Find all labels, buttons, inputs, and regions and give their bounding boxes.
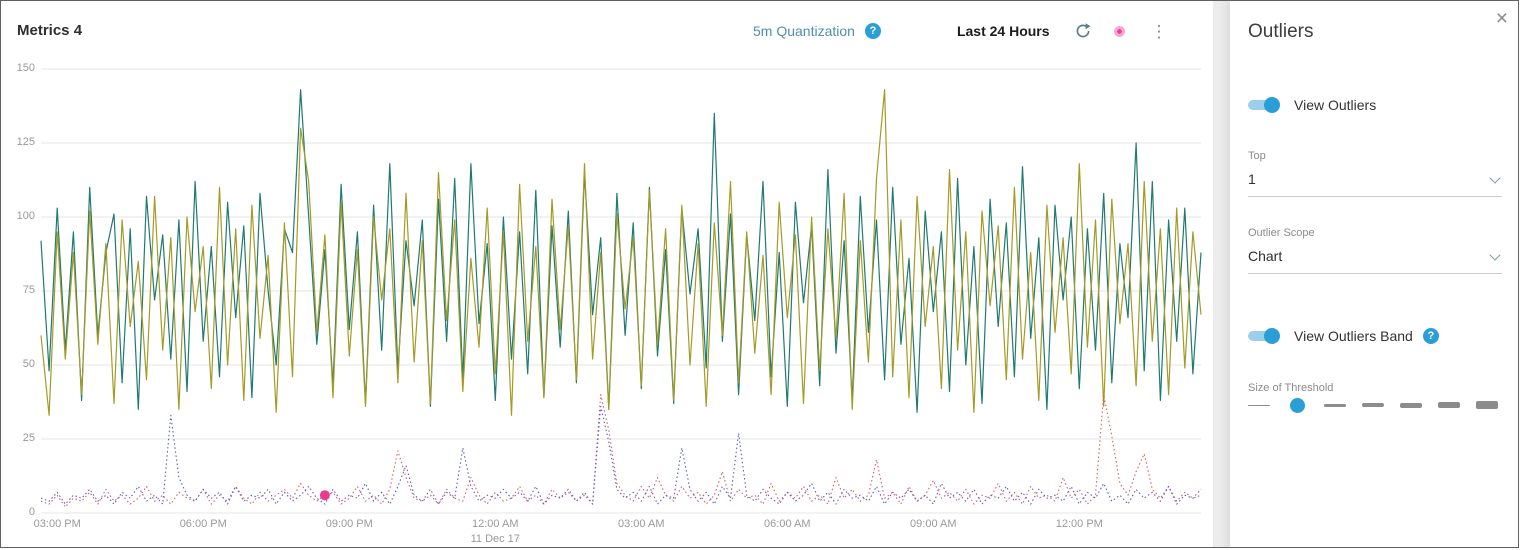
chart-header-controls: 5m Quantization ? Last 24 Hours ⋮ (753, 19, 1168, 43)
chart-card: Metrics 4 5m Quantization ? Last 24 Hour… (1, 1, 1213, 548)
gridlines (41, 68, 1201, 514)
top-select[interactable]: 1 (1248, 171, 1502, 197)
outlier-band-red (40, 394, 1202, 508)
threshold-bar-icon (1362, 403, 1384, 407)
view-outliers-band-row: View Outliers Band ? (1248, 328, 1439, 344)
view-outliers-label: View Outliers (1294, 97, 1377, 113)
outlier-scope-value: Chart (1248, 248, 1283, 264)
x-axis-label: 03:00 PM (33, 518, 81, 530)
threshold-option-7[interactable] (1476, 396, 1498, 414)
x-axis-label: 09:00 PM (325, 518, 373, 530)
outlier-scope-select[interactable]: Chart (1248, 248, 1502, 274)
panel-title: Outliers (1248, 21, 1314, 42)
top-field: Top 1 (1248, 150, 1502, 197)
outliers-panel: Outliers × View Outliers Top 1 Outlier S… (1230, 1, 1518, 547)
outlier-scope-label: Outlier Scope (1248, 227, 1315, 239)
toggle-knob (1264, 328, 1280, 344)
y-axis-label: 25 (22, 432, 35, 444)
threshold-option-2[interactable] (1286, 396, 1308, 414)
threshold-bar-icon (1400, 402, 1422, 408)
refresh-icon[interactable] (1074, 22, 1092, 40)
help-icon[interactable]: ? (1422, 328, 1439, 344)
threshold-bar-icon (1476, 401, 1498, 409)
help-icon[interactable]: ? (864, 23, 881, 39)
time-range-label[interactable]: Last 24 Hours (956, 23, 1050, 39)
y-axis-label: 50 (22, 358, 35, 370)
series-olive (40, 89, 1202, 416)
chart-plot-area[interactable]: 0 25 50 75 100 125 150 03:00 PM 06:00 PM 09:00 PM… (1, 1, 1213, 548)
kebab-menu-icon[interactable]: ⋮ (1150, 21, 1168, 41)
y-axis-label: 100 (16, 210, 35, 222)
outlier-band-blue (40, 405, 1202, 505)
threshold-bar-icon (1248, 404, 1270, 406)
y-axis-label: 150 (16, 62, 35, 74)
view-outliers-toggle[interactable] (1248, 97, 1280, 113)
panel-divider (1213, 1, 1230, 547)
threshold-option-3[interactable] (1324, 396, 1346, 414)
close-icon[interactable]: × (1495, 7, 1508, 30)
chart-title: Metrics 4 (17, 22, 83, 39)
toggle-knob (1264, 97, 1280, 113)
series-teal (40, 89, 1202, 413)
threshold-option-1[interactable] (1248, 396, 1270, 414)
threshold-option-4[interactable] (1362, 396, 1384, 414)
y-axis-label: 125 (16, 136, 35, 148)
events-indicator-icon[interactable] (1113, 25, 1125, 37)
x-axis-label: 03:00 AM (618, 518, 665, 530)
threshold-bar-icon (1324, 403, 1346, 407)
top-select-value: 1 (1248, 171, 1256, 187)
x-axis-label: 12:00 AM (472, 518, 519, 530)
y-axis-label: 0 (28, 506, 35, 518)
threshold-bar-icon (1438, 402, 1460, 408)
y-axis-label: 75 (22, 284, 35, 296)
x-axis-label: 06:00 PM (179, 518, 227, 530)
threshold-option-6[interactable] (1438, 396, 1460, 414)
view-outliers-row: View Outliers (1248, 97, 1376, 113)
chevron-down-icon (1489, 172, 1501, 184)
x-axis-label: 09:00 AM (910, 518, 957, 530)
top-field-label: Top (1248, 150, 1266, 162)
threshold-size-selector (1248, 396, 1498, 414)
quantization-label[interactable]: 5m Quantization (753, 23, 855, 39)
chevron-down-icon (1489, 249, 1501, 261)
x-axis-label: 12:00 PM (1055, 518, 1103, 530)
view-outliers-band-label: View Outliers Band (1294, 328, 1413, 344)
metrics-chart[interactable] (1, 1, 1213, 548)
threshold-option-5[interactable] (1400, 396, 1422, 414)
view-outliers-band-toggle[interactable] (1248, 328, 1280, 344)
x-axis-label: 06:00 AM (764, 518, 811, 530)
outlier-point[interactable] (319, 490, 330, 501)
outlier-scope-field: Outlier Scope Chart (1248, 227, 1502, 274)
threshold-selected-icon (1289, 397, 1305, 413)
x-axis-date-label: 11 Dec 17 (470, 533, 520, 545)
size-of-threshold-label: Size of Threshold (1248, 382, 1334, 394)
